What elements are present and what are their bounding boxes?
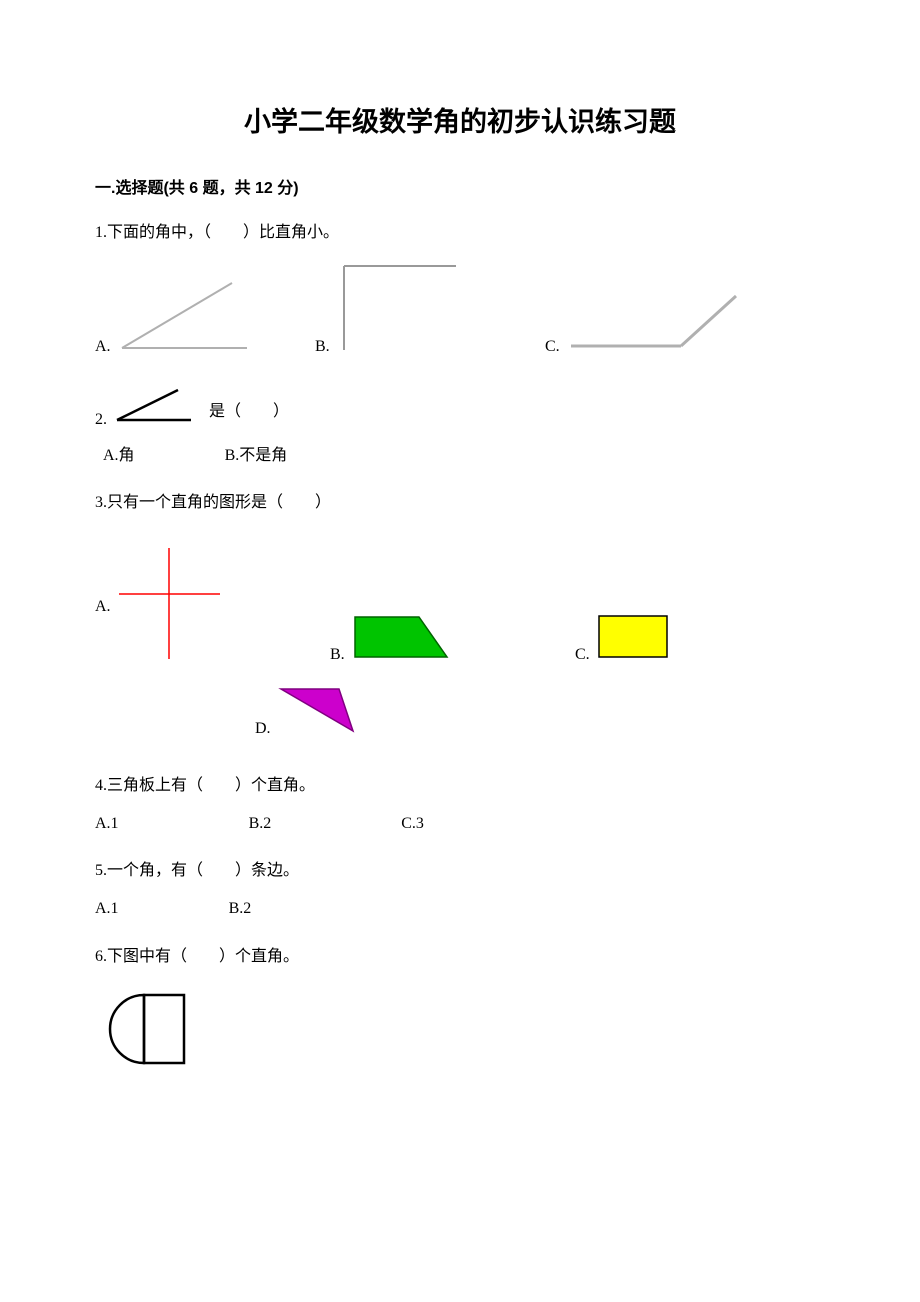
question-3: 3.只有一个直角的图形是（ ） A. B. C.	[95, 490, 825, 743]
q1-c-angle-icon	[566, 288, 741, 362]
q3-d-triangle-icon	[277, 685, 357, 744]
q1-b-label: B.	[315, 334, 330, 362]
q3-b-label: B.	[330, 642, 345, 670]
section-header: 一.选择题(共 6 题，共 12 分)	[95, 174, 825, 198]
question-5: 5.一个角，有（ ）条边。 A.1 B.2	[95, 858, 825, 921]
q6-shape-icon	[100, 989, 825, 1078]
q4-a: A.1	[95, 811, 119, 837]
q6-text: 6.下图中有（ ）个直角。	[95, 944, 825, 970]
q3-text: 3.只有一个直角的图形是（ ）	[95, 490, 825, 516]
q1-text: 1.下面的角中，（ ）比直角小。	[95, 220, 825, 246]
q1-opt-a: A.	[95, 278, 305, 362]
q3-c-label: C.	[575, 642, 590, 670]
q3-a-label: A.	[95, 594, 111, 622]
q1-a-label: A.	[95, 334, 111, 362]
q2-b: B.不是角	[225, 443, 288, 469]
q5-text: 5.一个角，有（ ）条边。	[95, 858, 825, 884]
q5-a: A.1	[95, 896, 119, 922]
question-2: 2. 是（ ） A.角 B.不是角	[95, 386, 825, 468]
q3-opt-a: A.	[95, 546, 330, 670]
q1-a-angle-icon	[117, 278, 262, 362]
q1-opt-b: B.	[315, 258, 535, 362]
q1-options: A. B. C.	[95, 258, 825, 362]
q4-b: B.2	[249, 811, 272, 837]
q4-options: A.1 B.2 C.3	[95, 811, 825, 837]
q5-options: A.1 B.2	[95, 896, 825, 922]
q3-opt-b: B.	[330, 613, 575, 670]
q5-b: B.2	[229, 896, 252, 922]
q1-b-angle-icon	[336, 258, 466, 362]
q1-opt-c: C.	[545, 288, 745, 362]
q2-num: 2.	[95, 407, 107, 433]
q2-options: A.角 B.不是角	[95, 443, 825, 469]
q2-angle-icon	[113, 386, 203, 433]
q4-c: C.3	[401, 811, 424, 837]
q3-opt-c: C.	[575, 613, 775, 670]
page-title: 小学二年级数学角的初步认识练习题	[95, 100, 825, 139]
q2-text: 是（ ）	[209, 399, 289, 433]
q3-c-rectangle-icon	[596, 613, 671, 670]
question-4: 4.三角板上有（ ）个直角。 A.1 B.2 C.3	[95, 773, 825, 836]
q3-b-trapezoid-icon	[351, 613, 451, 670]
q3-options-row2: D.	[255, 685, 825, 744]
question-1: 1.下面的角中，（ ）比直角小。 A. B. C.	[95, 220, 825, 361]
q3-d-label: D.	[255, 716, 271, 744]
q3-options-row1: A. B. C.	[95, 546, 825, 670]
q1-c-label: C.	[545, 334, 560, 362]
q3-a-cross-icon	[117, 546, 222, 670]
question-6: 6.下图中有（ ）个直角。	[95, 944, 825, 1078]
q4-text: 4.三角板上有（ ）个直角。	[95, 773, 825, 799]
q2-a: A.角	[103, 443, 135, 469]
